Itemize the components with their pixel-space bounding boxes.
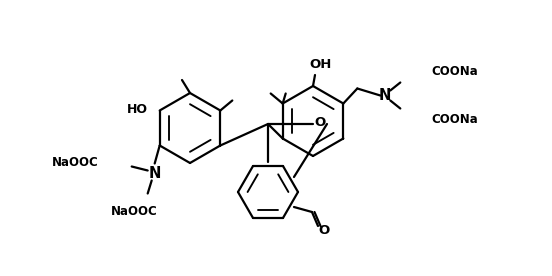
Text: OH: OH (310, 59, 332, 71)
Text: NaOOC: NaOOC (112, 205, 158, 218)
Text: NaOOC: NaOOC (52, 156, 99, 169)
Text: COONa: COONa (431, 65, 478, 78)
Text: HO: HO (127, 103, 148, 116)
Text: N: N (379, 88, 391, 103)
Text: O: O (319, 224, 330, 237)
Text: O: O (315, 115, 326, 129)
Text: N: N (148, 166, 161, 181)
Text: COONa: COONa (431, 113, 478, 126)
